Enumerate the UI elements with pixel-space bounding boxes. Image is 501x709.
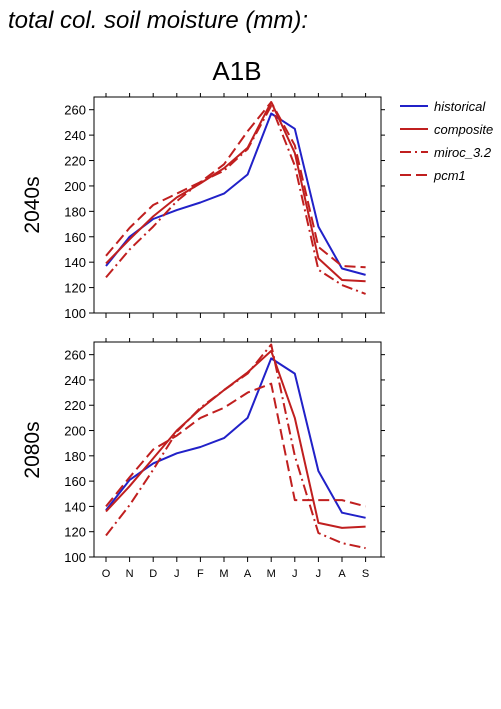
- series-line-composite-2040s: [105, 101, 366, 283]
- plot-frame: [93, 341, 382, 558]
- x-tick-label: J: [174, 568, 180, 580]
- legend-label-historical: historical: [434, 99, 486, 114]
- series-line-miroc-2080s: [105, 343, 366, 550]
- y-tick-label: 240: [64, 128, 86, 143]
- y-tick-label: 200: [64, 179, 86, 194]
- y-tick-label: 160: [64, 230, 86, 245]
- x-tick-label: N: [126, 568, 134, 580]
- x-tick-label: D: [149, 568, 157, 580]
- x-tick-label: O: [102, 568, 111, 580]
- y-tick-label: 180: [64, 449, 86, 464]
- series-line-composite-2080s: [105, 349, 366, 529]
- panel-label-2040s: 2040s: [21, 176, 44, 233]
- x-tick-label: A: [338, 568, 346, 580]
- series-line-miroc-2040s: [105, 104, 366, 295]
- series-line-pcm1-2080s: [105, 382, 366, 508]
- y-tick-label: 140: [64, 255, 86, 270]
- legend-label-composite: composite: [434, 122, 493, 137]
- series-line-historical-2080s: [105, 357, 366, 519]
- x-tick-label: M: [219, 568, 228, 580]
- y-tick-label: 180: [64, 204, 86, 219]
- x-tick-label: F: [197, 568, 204, 580]
- y-tick-label: 120: [64, 281, 86, 296]
- y-tick-label: 240: [64, 373, 86, 388]
- y-tick-label: 260: [64, 103, 86, 118]
- y-tick-label: 220: [64, 398, 86, 413]
- x-tick-label: J: [292, 568, 298, 580]
- legend: historical composite miroc_3.2 pcm1: [400, 99, 493, 183]
- x-tick-label: J: [316, 568, 322, 580]
- y-tick-label: 100: [64, 306, 86, 321]
- x-tick-label: A: [244, 568, 252, 580]
- series-line-pcm1-2040s: [105, 101, 366, 269]
- y-tick-label: 160: [64, 474, 86, 489]
- x-tick-label: S: [362, 568, 369, 580]
- panel-label-2080s: 2080s: [21, 421, 44, 478]
- figure-title: total col. soil moisture (mm):: [8, 7, 308, 34]
- y-tick-label: 260: [64, 348, 86, 363]
- y-tick-label: 120: [64, 525, 86, 540]
- scenario-label: A1B: [212, 56, 261, 86]
- y-tick-label: 220: [64, 154, 86, 169]
- y-tick-label: 100: [64, 550, 86, 565]
- panel-2040s: 2040s 100 120 140 160 180 200 220 240 260: [21, 93, 385, 321]
- legend-label-miroc: miroc_3.2: [434, 145, 492, 160]
- y-tick-label: 200: [64, 424, 86, 439]
- panel-2080s: 2080s 100 120 140 160 180 200 220 240 260 O N D J F M A M…: [21, 338, 385, 580]
- y-tick-label: 140: [64, 499, 86, 514]
- legend-label-pcm1: pcm1: [433, 168, 466, 183]
- x-tick-label: M: [267, 568, 276, 580]
- plot-frame: [93, 96, 382, 314]
- series-line-historical-2040s: [105, 112, 366, 276]
